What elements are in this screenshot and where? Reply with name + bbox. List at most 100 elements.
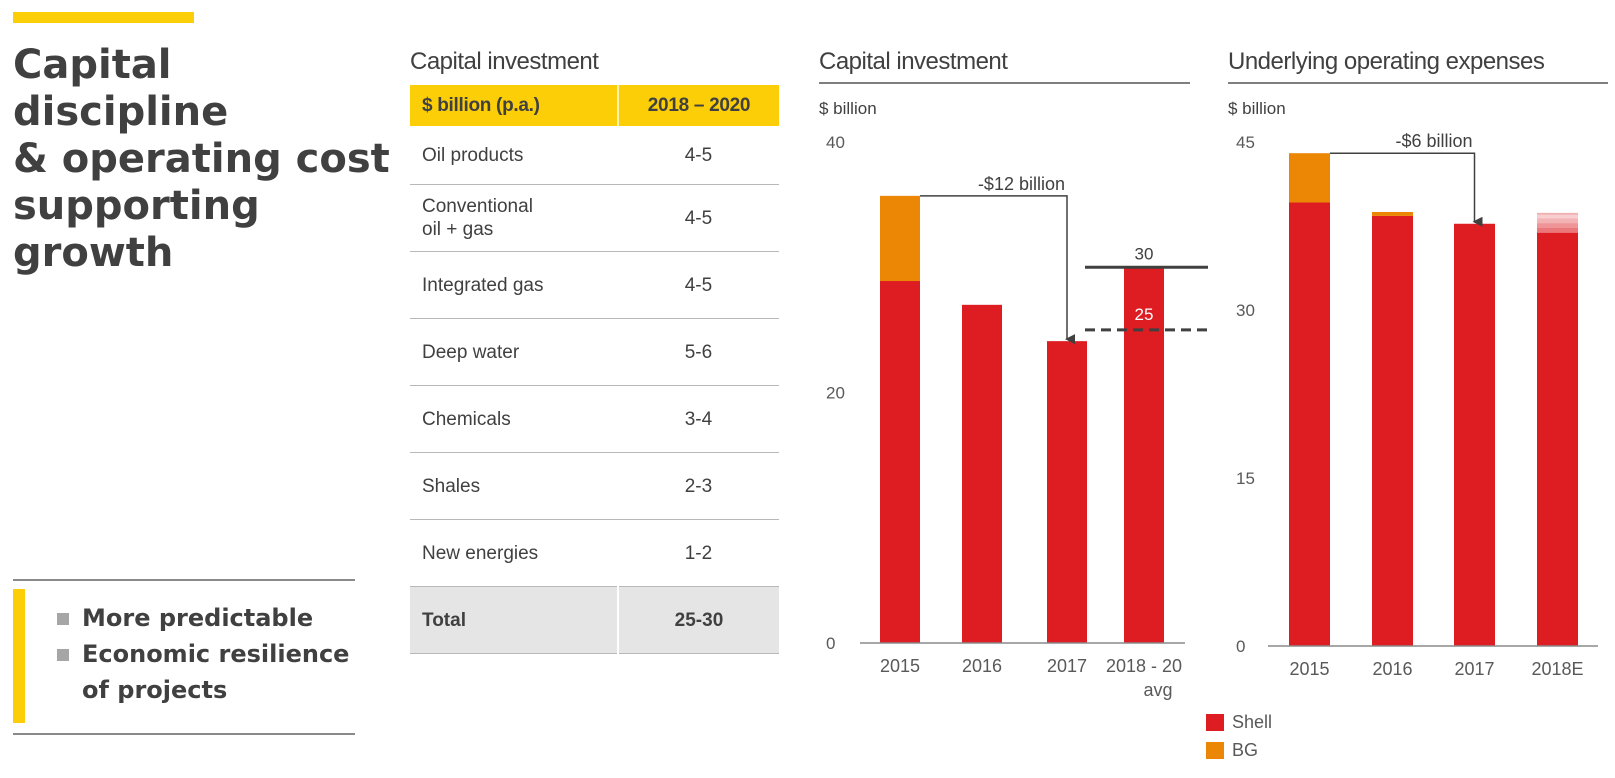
row-label: Shales [410, 452, 618, 520]
title-line: supporting [13, 183, 260, 229]
legend-swatch-shell [1206, 713, 1224, 731]
slide-title: Capital discipline & operating cost supp… [13, 42, 393, 277]
x-tick-label: 2016 [1372, 659, 1412, 679]
bar-shell [962, 304, 1002, 643]
table-row: Chemicals 3-4 [410, 385, 779, 453]
table-row: New energies 1-2 [410, 519, 779, 587]
table-header-row: $ billion (p.a.) 2018 – 2020 [410, 85, 779, 126]
total-value: 25-30 [616, 586, 779, 654]
legend-swatch-bg [1206, 741, 1224, 759]
legend-label-bg: BG [1232, 739, 1259, 760]
row-value: 4-5 [617, 184, 779, 252]
accent-side-bar [13, 589, 25, 723]
table-row: Shales 2-3 [410, 452, 779, 520]
bar-bg [1372, 212, 1413, 216]
title-line: & operating cost [13, 136, 390, 182]
divider-bottom [13, 733, 355, 735]
bar-shell [1454, 223, 1495, 646]
chart2-title: Underlying operating expenses [1228, 48, 1545, 75]
bullet-text: of projects [82, 676, 228, 704]
annotation-arrow [920, 195, 1075, 345]
row-label-line: Conventional [422, 196, 533, 217]
divider-top [13, 579, 355, 581]
y-tick-label: 0 [1236, 637, 1245, 656]
x-tick-label: 2018 - 20 [1106, 656, 1182, 676]
bar-bg [880, 195, 920, 282]
bar-bg [1289, 153, 1330, 203]
y-tick-label: 15 [1236, 469, 1255, 488]
legend-label-shell: Shell [1232, 711, 1273, 732]
bullet-item: Economic resilience of projects [55, 636, 375, 708]
chart2-title-rule [1228, 82, 1608, 84]
estimate-range-band [1537, 218, 1578, 224]
y-tick-label: 45 [1236, 133, 1255, 152]
estimate-range-band [1537, 213, 1578, 219]
y-tick-label: 20 [826, 384, 845, 403]
bar-shell [1372, 215, 1413, 647]
row-value: 3-4 [617, 385, 779, 453]
bar-shell [1047, 341, 1087, 643]
title-line: Capital discipline [13, 42, 229, 135]
y-tick-label: 0 [826, 634, 835, 653]
bar-shell [880, 281, 920, 643]
chart2-y-label: $ billion [1228, 99, 1286, 118]
y-tick-label: 40 [826, 133, 845, 152]
reference-line-label: 25 [1135, 305, 1154, 324]
bar-shell [1537, 232, 1578, 646]
y-tick-label: 30 [1236, 301, 1255, 320]
bullet-text: More predictable [82, 604, 314, 632]
x-tick-label: 2015 [1289, 659, 1329, 679]
x-tick-label: avg [1143, 680, 1172, 700]
x-tick-label: 2016 [962, 656, 1002, 676]
table-total-row: Total 25-30 [410, 586, 779, 654]
bullet-text: Economic resilience [82, 640, 350, 668]
x-tick-label: 2017 [1454, 659, 1494, 679]
table-row: Deep water 5-6 [410, 318, 779, 386]
chart1-title-rule [819, 82, 1190, 84]
capital-investment-table: $ billion (p.a.) 2018 – 2020 Oil product… [410, 85, 779, 654]
estimate-range-band [1537, 227, 1578, 233]
row-label-line: oil + gas [422, 219, 494, 240]
row-value: 4-5 [617, 251, 779, 319]
bar-shell [1289, 202, 1330, 647]
row-label: Chemicals [410, 385, 618, 453]
reference-line-label: 30 [1135, 244, 1154, 263]
legend-item-bg: BG [1206, 736, 1272, 764]
table-title: Capital investment [410, 48, 599, 75]
bullet-square-icon [57, 613, 69, 625]
row-label: Oil products [410, 126, 618, 185]
x-tick-label: 2015 [880, 656, 920, 676]
chart1-capital-investment: 0 20 40 2015 2016 2017 2018 - 20 avg 30 25 -$12 bi… [826, 133, 1208, 700]
bullet-item: More predictable [55, 600, 375, 636]
x-tick-label: 2017 [1047, 656, 1087, 676]
row-value: 1-2 [617, 519, 779, 587]
row-label: Integrated gas [410, 251, 618, 319]
annotation-label: -$12 billion [978, 174, 1065, 194]
annotation-label: -$6 billion [1395, 131, 1472, 151]
table-row: Integrated gas 4-5 [410, 251, 779, 319]
legend-item-shell: Shell [1206, 708, 1272, 736]
x-tick-label: 2018E [1531, 659, 1583, 679]
legend: Shell BG [1206, 708, 1272, 764]
row-label: Conventional oil + gas [410, 184, 618, 252]
accent-bar [13, 12, 194, 23]
total-label: Total [410, 586, 618, 654]
chart1-y-label: $ billion [819, 99, 877, 118]
table-row: Oil products 4-5 [410, 126, 779, 185]
chart1-title: Capital investment [819, 48, 1008, 75]
row-value: 2-3 [617, 452, 779, 520]
table-row: Conventional oil + gas 4-5 [410, 184, 779, 252]
annotation-arrow [1330, 152, 1483, 227]
chart2-operating-expenses: 0 15 30 45 2015 2016 2017 2018E -$6 billion [1236, 131, 1598, 679]
row-label: Deep water [410, 318, 618, 386]
row-value: 5-6 [617, 318, 779, 386]
row-value: 4-5 [617, 126, 779, 185]
estimate-range-band [1537, 223, 1578, 228]
table-header-period: 2018 – 2020 [616, 85, 779, 126]
table-header-unit: $ billion (p.a.) [410, 85, 618, 126]
bullet-list: More predictable Economic resilience of … [55, 600, 375, 708]
bullet-square-icon [57, 649, 69, 661]
row-label: New energies [410, 519, 618, 587]
title-line: growth [13, 230, 174, 276]
